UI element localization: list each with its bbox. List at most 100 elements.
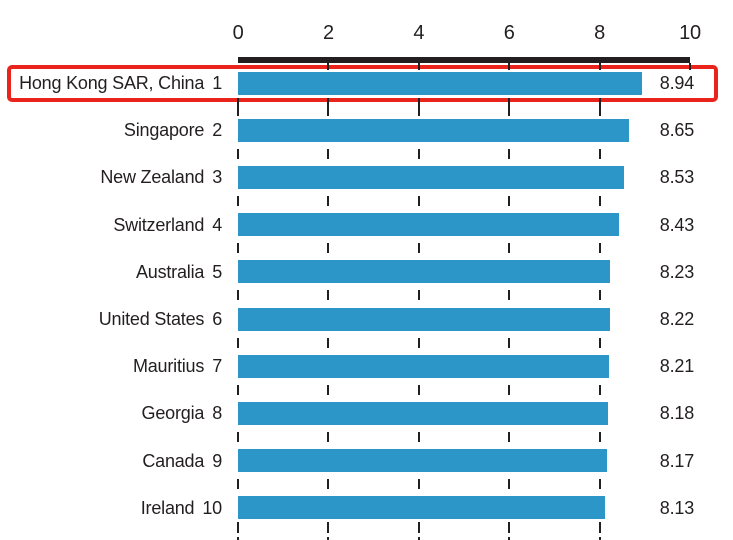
category-label: Australia 5 bbox=[0, 261, 222, 283]
gridline-dash bbox=[508, 522, 511, 533]
x-axis-tick-label: 8 bbox=[594, 22, 605, 44]
gridline-dash bbox=[417, 97, 420, 116]
gridline-dash bbox=[237, 196, 239, 206]
value-label: 8.21 bbox=[659, 356, 694, 377]
country-name: United States bbox=[98, 309, 205, 329]
value-bar bbox=[238, 401, 608, 425]
value-label: 8.94 bbox=[659, 73, 694, 93]
country-name: Canada bbox=[142, 450, 205, 471]
gridline-dash bbox=[508, 196, 511, 206]
value-bar bbox=[238, 449, 608, 473]
gridline-dash bbox=[598, 522, 601, 533]
gridline-dash bbox=[417, 432, 420, 442]
gridline-dash bbox=[237, 290, 239, 301]
value-bar bbox=[238, 260, 610, 284]
value-label: 8.13 bbox=[659, 497, 694, 518]
country-name: Singapore bbox=[123, 120, 205, 141]
value-label: 8.22 bbox=[659, 309, 694, 329]
x-axis-line bbox=[238, 57, 690, 63]
gridline-dash bbox=[237, 243, 239, 254]
gridline-dash bbox=[508, 384, 511, 395]
x-axis-tick-label: 10 bbox=[679, 22, 701, 44]
value-label: 8.43 bbox=[659, 214, 694, 235]
gridline-dash bbox=[598, 479, 601, 490]
value-label: 8.65 bbox=[659, 120, 694, 141]
gridline-dash bbox=[598, 290, 601, 301]
gridline-dash bbox=[417, 384, 420, 395]
gridline-dash bbox=[417, 522, 420, 533]
gridline-dash bbox=[237, 97, 239, 116]
gridline-dash bbox=[417, 537, 420, 540]
gridline-dash bbox=[508, 479, 511, 490]
gridline-dash bbox=[598, 63, 601, 70]
gridline-dash bbox=[327, 432, 330, 442]
rank-number: 6 bbox=[212, 309, 222, 329]
value-bar bbox=[238, 496, 606, 520]
gridline-dash bbox=[237, 148, 239, 159]
category-label: Mauritius 7 bbox=[0, 355, 222, 377]
rank-number: 1 bbox=[212, 73, 222, 93]
gridline-dash bbox=[237, 432, 239, 442]
gridline-dash bbox=[508, 337, 511, 348]
gridline-dash bbox=[508, 63, 511, 70]
country-name: Hong Kong SAR, China bbox=[19, 73, 205, 93]
value-label: 8.17 bbox=[659, 450, 694, 471]
gridline-dash bbox=[508, 97, 511, 116]
country-name: Georgia bbox=[141, 403, 205, 424]
country-name: Australia bbox=[135, 261, 205, 282]
gridline-dash bbox=[598, 243, 601, 254]
gridline-dash bbox=[508, 243, 511, 254]
gridline-dash bbox=[417, 148, 420, 159]
gridline-dash bbox=[327, 196, 330, 206]
rank-number: 7 bbox=[212, 356, 222, 377]
x-axis-tick-label: 4 bbox=[413, 22, 425, 44]
rank-number: 2 bbox=[212, 120, 222, 141]
value-bar bbox=[238, 354, 610, 378]
country-name: New Zealand bbox=[100, 167, 205, 188]
gridline-dash bbox=[327, 537, 330, 540]
category-label: United States 6 bbox=[0, 308, 222, 330]
gridline-dash bbox=[598, 384, 601, 395]
gridline-dash bbox=[237, 479, 239, 490]
category-label: Ireland 10 bbox=[0, 497, 222, 519]
rank-number: 9 bbox=[212, 450, 222, 471]
gridline-dash bbox=[327, 63, 330, 70]
gridline-dash bbox=[327, 337, 330, 348]
gridline-dash bbox=[598, 432, 601, 442]
category-label: Hong Kong SAR, China 1 bbox=[0, 72, 222, 94]
value-bar bbox=[238, 165, 624, 189]
gridline-dash bbox=[237, 522, 239, 533]
value-bar bbox=[238, 213, 620, 237]
rank-number: 3 bbox=[212, 167, 222, 188]
rank-number: 4 bbox=[212, 214, 222, 235]
country-name: Switzerland bbox=[113, 214, 205, 235]
value-label: 8.23 bbox=[659, 261, 694, 282]
rank-number: 5 bbox=[212, 261, 222, 282]
gridline-dash bbox=[237, 537, 239, 540]
gridline-dash bbox=[598, 537, 601, 540]
gridline-dash bbox=[417, 63, 420, 70]
value-label: 8.18 bbox=[659, 403, 694, 424]
x-axis-tick-label: 2 bbox=[322, 22, 334, 44]
gridline-dash bbox=[598, 337, 601, 348]
gridline-dash bbox=[508, 537, 511, 540]
gridline-dash bbox=[417, 290, 420, 301]
country-name: Ireland bbox=[140, 497, 195, 518]
category-label: Canada 9 bbox=[0, 450, 222, 472]
category-label: New Zealand 3 bbox=[0, 166, 222, 188]
x-axis-tick-label: 6 bbox=[503, 22, 515, 44]
gridline-dash bbox=[417, 196, 420, 206]
gridline-dash bbox=[417, 479, 420, 490]
gridline-dash bbox=[417, 243, 420, 254]
gridline-dash bbox=[598, 196, 601, 206]
gridline-dash bbox=[508, 290, 511, 301]
category-label: Switzerland 4 bbox=[0, 214, 222, 236]
gridline-dash bbox=[598, 97, 601, 116]
value-bar bbox=[238, 307, 610, 331]
value-bar bbox=[238, 71, 643, 95]
gridline-dash bbox=[327, 243, 330, 254]
gridline-dash bbox=[417, 337, 420, 348]
gridline-dash bbox=[598, 148, 601, 159]
rank-number: 10 bbox=[202, 497, 222, 518]
